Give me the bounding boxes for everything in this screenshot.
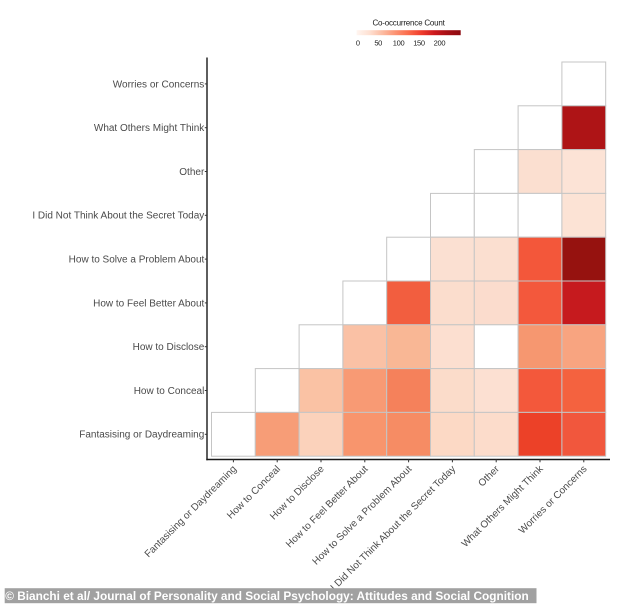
svg-text:150: 150: [413, 39, 425, 48]
svg-text:How to Conceal: How to Conceal: [134, 386, 205, 397]
svg-text:Fantasising or Daydreaming: Fantasising or Daydreaming: [79, 430, 204, 441]
svg-text:50: 50: [374, 39, 382, 48]
svg-text:© Bianchi et al/ Journal of Pe: © Bianchi et al/ Journal of Personality …: [5, 589, 529, 603]
svg-text:I Did Not Think About the Secr: I Did Not Think About the Secret Today: [32, 211, 204, 222]
svg-text:What Others Might Think: What Others Might Think: [94, 123, 205, 134]
svg-text:100: 100: [393, 39, 405, 48]
svg-text:Worries or Concerns: Worries or Concerns: [113, 79, 205, 90]
svg-text:200: 200: [434, 39, 446, 48]
svg-text:How to Disclose: How to Disclose: [133, 342, 205, 353]
svg-text:Co-occurrence Count: Co-occurrence Count: [372, 18, 445, 27]
svg-text:0: 0: [356, 39, 360, 48]
svg-text:How to Feel Better About: How to Feel Better About: [93, 298, 204, 309]
svg-text:Other: Other: [179, 167, 205, 178]
svg-text:How to Solve a Problem About: How to Solve a Problem About: [69, 255, 205, 266]
